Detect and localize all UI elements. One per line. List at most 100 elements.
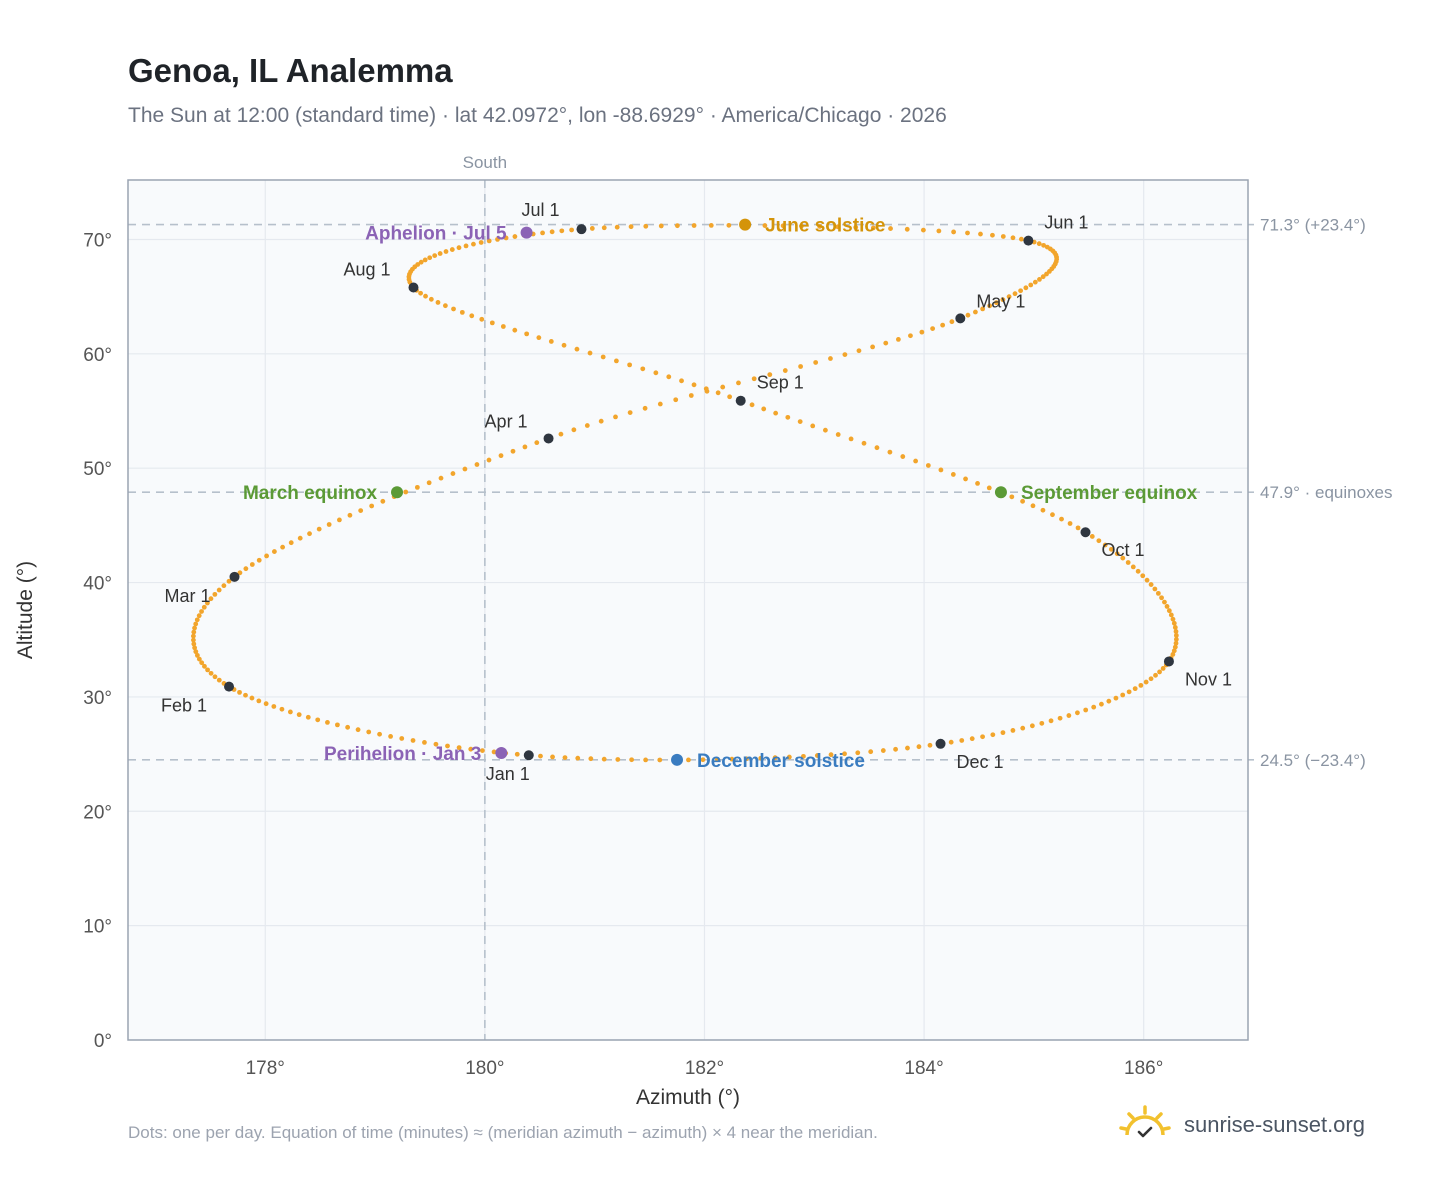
day-dot: [279, 706, 285, 712]
day-dot: [848, 436, 854, 442]
day-dot: [980, 734, 985, 740]
day-dot: [588, 756, 594, 762]
day-dot: [613, 358, 619, 364]
day-dot: [1120, 692, 1126, 698]
day-dot: [842, 352, 848, 357]
day-dot: [584, 423, 590, 428]
day-dot: [883, 340, 889, 346]
day-dot: [1135, 568, 1141, 574]
day-dot: [1000, 297, 1006, 303]
day-dot: [749, 402, 755, 408]
day-dot: [627, 410, 633, 415]
day-dot: [1125, 560, 1131, 565]
day-dot: [814, 753, 820, 758]
day-dot: [194, 617, 200, 623]
day-dot: [196, 613, 202, 619]
day-dot: [714, 757, 720, 762]
day-dot: [486, 457, 492, 463]
day-dot: [226, 578, 232, 584]
analemma-curve: [191, 222, 1179, 763]
event-marker: [391, 486, 404, 499]
day-dot: [358, 508, 364, 514]
day-dot: [256, 698, 262, 704]
day-dot: [512, 327, 518, 333]
day-dot: [736, 380, 741, 386]
event-label: Perihelion · Jan 3: [324, 744, 481, 765]
day-dot: [498, 453, 504, 459]
day-dot: [673, 397, 679, 403]
day-dot: [987, 303, 993, 309]
day-dot: [315, 717, 321, 723]
day-dot: [1089, 534, 1095, 539]
month-marker: [408, 282, 419, 293]
day-dot: [828, 752, 834, 758]
day-dot: [199, 660, 205, 666]
day-dot: [456, 745, 462, 751]
day-dot: [853, 224, 859, 230]
day-dot: [772, 755, 778, 761]
day-dot: [418, 259, 424, 265]
x-tick-label: 184°: [904, 1058, 943, 1079]
day-dot: [202, 663, 207, 669]
day-dot: [963, 476, 968, 482]
day-dot: [423, 293, 428, 299]
day-dot: [574, 346, 580, 352]
day-dot: [842, 751, 847, 757]
month-marker-label: Apr 1: [485, 411, 528, 431]
day-dot: [1009, 494, 1015, 500]
day-dot: [418, 290, 423, 296]
month-marker-label: Aug 1: [343, 260, 390, 280]
day-dot: [782, 368, 788, 373]
day-dot: [640, 366, 646, 372]
day-dot: [1000, 234, 1006, 239]
day-dot: [426, 480, 432, 486]
day-dot: [438, 475, 444, 481]
day-dot: [1066, 713, 1072, 718]
day-dot: [512, 234, 518, 239]
x-tick-label: 178°: [246, 1058, 285, 1079]
chart-title: Genoa, IL Analemma: [128, 52, 453, 89]
day-dot: [249, 562, 255, 567]
day-dot: [459, 309, 465, 315]
day-dot: [1067, 521, 1073, 526]
event-label: December solstice: [697, 751, 865, 772]
month-marker-label: Feb 1: [161, 696, 207, 716]
day-dot: [422, 740, 427, 745]
day-dot: [548, 339, 554, 344]
day-dot: [316, 526, 322, 532]
day-dot: [975, 481, 980, 486]
day-dot: [388, 733, 393, 739]
day-dot: [948, 739, 954, 745]
day-dot: [468, 746, 474, 752]
day-dot: [1108, 546, 1114, 552]
month-marker-label: Jan 1: [486, 764, 530, 784]
day-dot: [587, 350, 593, 356]
day-dot: [297, 535, 303, 541]
day-dot: [959, 738, 965, 743]
day-dot: [1152, 586, 1158, 592]
day-dot: [249, 695, 255, 701]
month-marker: [1080, 527, 1091, 538]
day-dot: [442, 303, 448, 309]
day-dot: [191, 641, 197, 647]
day-dot: [443, 249, 449, 254]
brand[interactable]: sunrise-sunset.org: [1118, 1100, 1365, 1150]
day-dot: [549, 229, 555, 235]
day-dot: [377, 731, 382, 737]
day-dot: [1155, 590, 1161, 596]
day-dot: [614, 224, 620, 230]
day-dot: [1083, 707, 1089, 713]
day-dot: [1044, 244, 1050, 250]
day-dot: [569, 227, 575, 233]
day-dot: [445, 743, 450, 749]
month-marker: [1023, 235, 1034, 246]
day-dot: [913, 458, 919, 464]
day-dot: [813, 360, 819, 365]
y-tick-label: 50°: [83, 459, 112, 480]
day-dot: [1143, 679, 1149, 685]
day-dot: [1102, 542, 1108, 548]
day-dot: [720, 384, 726, 390]
day-dot: [326, 522, 332, 527]
event-label: March equinox: [243, 483, 378, 504]
day-dot: [1148, 582, 1154, 587]
